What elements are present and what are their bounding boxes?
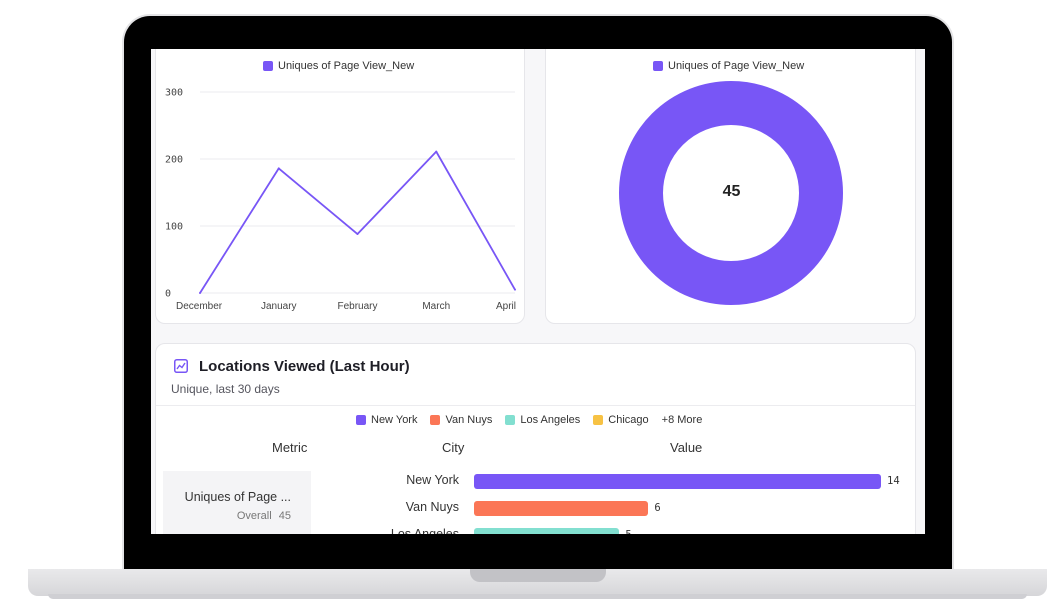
card-title[interactable]: Locations Viewed (Last Hour) <box>199 358 410 375</box>
bar-city-label: Van Nuys <box>405 500 459 514</box>
overall-label: Overall <box>236 510 272 522</box>
line-chart: 0 100 200 300 December January February March Ap… <box>165 88 516 312</box>
line-chart-legend[interactable]: Uniques of Page View_New <box>263 60 414 72</box>
x-tick-label: February <box>337 301 377 312</box>
legend-swatch <box>430 415 441 425</box>
donut-chart-card: Uniques of Page View_New 45 <box>545 49 916 324</box>
legend-item[interactable]: Van Nuys <box>430 414 492 426</box>
data-point[interactable] <box>435 150 438 153</box>
legend-label: Van Nuys <box>445 414 493 426</box>
bar-value-label: 14 <box>887 475 900 487</box>
x-tick-label: April <box>496 301 516 312</box>
data-point[interactable] <box>277 167 280 170</box>
bar[interactable] <box>474 474 881 489</box>
legend-item[interactable]: New York <box>356 414 417 426</box>
y-tick-label: 300 <box>165 88 183 99</box>
donut-slice[interactable] <box>619 81 843 305</box>
metric-name: Uniques of Page ... <box>184 490 291 504</box>
bar[interactable] <box>474 501 649 516</box>
bar-city-label: Los Angeles <box>390 527 459 534</box>
legend-more-button[interactable]: +8 More <box>661 414 703 426</box>
bar[interactable] <box>474 528 620 534</box>
bar-city-label: New York <box>406 473 459 487</box>
divider <box>156 405 915 406</box>
legend-swatch <box>356 415 366 425</box>
x-tick-label: December <box>176 301 223 312</box>
legend-label: New York <box>371 414 418 426</box>
donut-chart[interactable] <box>546 49 915 323</box>
line-chart-card: Uniques of Page View_New 0 100 200 300 Decem… <box>155 49 525 324</box>
laptop-base-shadow <box>48 594 1027 599</box>
locations-card: Locations Viewed (Last Hour) Unique, las… <box>155 343 916 534</box>
series-line[interactable] <box>199 150 516 294</box>
legend-label: Uniques of Page View_New <box>278 60 415 72</box>
legend-label: Uniques of Page View_New <box>668 60 805 72</box>
legend-swatch <box>505 415 516 425</box>
legend-swatch <box>263 61 273 71</box>
donut-center-value: 45 <box>722 183 741 200</box>
value-column-header: Value <box>670 440 703 455</box>
legend-label: Los Angeles <box>520 414 581 426</box>
x-tick-label: January <box>261 301 297 312</box>
y-tick-label: 100 <box>165 222 183 233</box>
line-chart-icon <box>174 359 188 373</box>
card-subtitle: Unique, last 30 days <box>171 382 280 396</box>
city-bar-chart: New York 14 Van Nuys 6 Los Angeles 5 <box>156 344 917 534</box>
dashboard-screen: Uniques of Page View_New 0 100 200 300 Decem… <box>151 49 925 534</box>
laptop-notch <box>470 569 606 582</box>
city-column-header: City <box>442 440 465 455</box>
y-tick-label: 0 <box>165 289 171 300</box>
bar-value-label: 6 <box>654 502 661 514</box>
metric-cell[interactable]: Uniques of Page ... Overall 45 <box>163 471 311 534</box>
city-legend: New York Van Nuys Los Angeles Chicago +8 Mor… <box>356 414 702 426</box>
x-tick-label: March <box>422 301 450 312</box>
legend-swatch <box>653 61 663 71</box>
bar-value-label: 5 <box>625 529 631 534</box>
legend-swatch <box>593 415 604 425</box>
overall-value: 45 <box>278 510 291 522</box>
data-point[interactable] <box>199 292 201 294</box>
y-tick-label: 200 <box>165 155 183 166</box>
legend-label: Chicago <box>608 414 649 426</box>
data-point[interactable] <box>356 233 359 236</box>
donut-chart-legend[interactable]: Uniques of Page View_New <box>653 60 804 72</box>
data-point[interactable] <box>514 288 516 291</box>
legend-item[interactable]: Chicago <box>593 414 649 426</box>
legend-item[interactable]: Los Angeles <box>505 414 580 426</box>
metric-column-header: Metric <box>272 440 308 455</box>
metric-overall: Overall 45 <box>237 510 291 522</box>
